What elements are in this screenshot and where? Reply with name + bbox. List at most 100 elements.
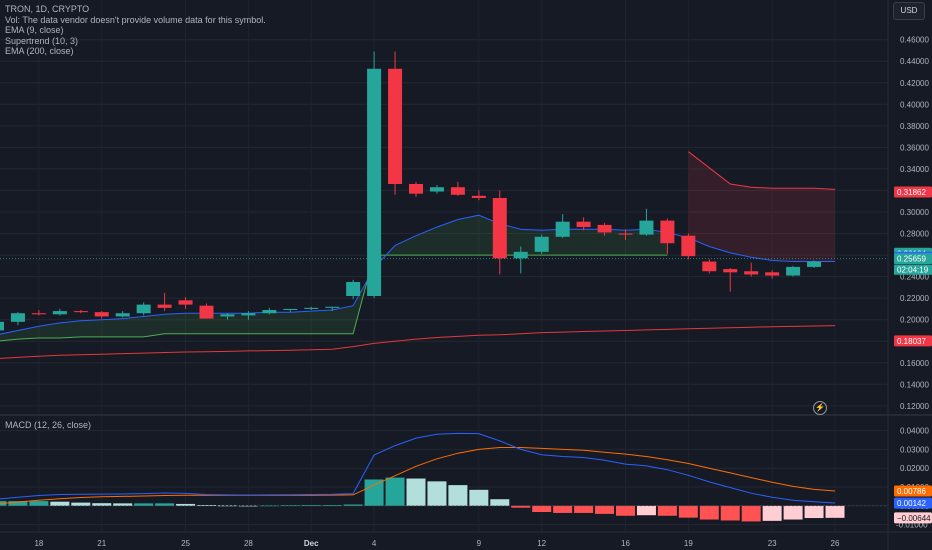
macd-pane <box>0 432 888 522</box>
time-tick-label: 4 <box>372 539 377 548</box>
price-label-bg <box>894 512 932 524</box>
candle-body <box>409 184 423 194</box>
time-tick-label: 25 <box>181 539 190 548</box>
candle-10 <box>199 303 214 319</box>
time-tick-label: 18 <box>34 539 43 548</box>
price-tick-label: 0.12000 <box>900 402 929 411</box>
candle-body <box>52 311 67 315</box>
macd-histogram-bar <box>616 505 635 516</box>
supertrend-down-fill <box>688 151 835 262</box>
ema9-line <box>0 214 835 335</box>
macd-histogram-bar <box>155 503 175 506</box>
candle-13 <box>262 307 277 315</box>
candle-18 <box>367 51 382 299</box>
volume-note: Vol: The data vendor doesn't provide vol… <box>5 14 266 25</box>
candle-2 <box>31 310 46 316</box>
candle-15 <box>304 306 319 310</box>
candle-33 <box>681 233 696 260</box>
candle-body <box>555 221 570 237</box>
price-axis: 0.46000 0.44000 0.42000 0.40000 0.38000 0.360… <box>900 36 929 411</box>
candle-35 <box>723 268 738 292</box>
candle-0 <box>0 321 4 331</box>
macd-histogram-bar <box>134 503 154 506</box>
candle-body <box>450 187 465 195</box>
macd-histogram-bar <box>469 489 489 506</box>
candle-body <box>744 271 759 275</box>
candle-28 <box>576 217 591 231</box>
macd-legend[interactable]: MACD (12, 26, close) <box>5 420 92 430</box>
ema200-line <box>0 325 836 359</box>
chart-legend: TRON, 1D, CRYPTO Vol: The data vendor do… <box>5 4 266 57</box>
macd-histogram-bar <box>699 505 719 520</box>
candle-3 <box>52 308 67 316</box>
macd-tick-label: 0.02000 <box>900 464 929 473</box>
candle-7 <box>136 302 151 316</box>
price-label-bg <box>894 497 932 509</box>
macd-histogram-bar <box>113 503 133 506</box>
macd-histogram-bar <box>364 479 384 506</box>
time-tick-label: Dec <box>304 539 319 548</box>
macd-histogram-bar <box>532 505 552 513</box>
time-tick-label: 26 <box>831 539 840 548</box>
time-tick-label: 21 <box>97 539 106 548</box>
candle-26 <box>534 234 549 254</box>
candle-24 <box>492 190 507 275</box>
price-tick-label: 0.42000 <box>900 79 929 88</box>
candle-9 <box>178 297 193 309</box>
currency-button[interactable]: USD <box>893 2 925 20</box>
macd-histogram-bar <box>741 505 761 522</box>
time-tick-label: 9 <box>477 539 482 548</box>
price-tick-label: 0.46000 <box>900 36 929 45</box>
candle-14 <box>283 308 298 313</box>
candle-body <box>807 261 822 267</box>
macd-histogram-bar <box>406 478 426 506</box>
candle-34 <box>702 259 717 274</box>
price-label-text: 0.18037 <box>897 337 926 346</box>
macd-tick-label: 0.04000 <box>900 427 929 436</box>
countdown-bg <box>894 264 932 275</box>
supertrend-legend[interactable]: Supertrend (10, 3) <box>5 35 79 46</box>
macd-histogram-bar <box>762 505 782 521</box>
candle-32 <box>660 218 675 254</box>
candle-36 <box>744 262 759 277</box>
candle-body <box>31 313 46 315</box>
main-pane <box>0 51 836 359</box>
macd-histogram-bar <box>385 477 405 506</box>
macd-histogram-bar <box>657 505 677 516</box>
price-tick-label: 0.24000 <box>900 273 929 282</box>
ema9-legend[interactable]: EMA (9, close) <box>5 25 64 35</box>
price-tick-label: 0.36000 <box>900 143 929 152</box>
candle-body <box>241 313 256 316</box>
time-tick-label: 12 <box>537 539 546 548</box>
candle-body <box>681 235 696 257</box>
candle-body <box>618 233 633 235</box>
price-tick-label: 0.34000 <box>900 165 929 174</box>
price-tick-label: 0.30000 <box>900 208 929 217</box>
candle-body <box>492 198 507 259</box>
macd-histogram-bar <box>217 505 237 507</box>
price-label-bg <box>894 485 932 497</box>
candle-8 <box>157 292 172 312</box>
candle-body <box>325 306 340 308</box>
candle-29 <box>597 222 612 236</box>
candle-body <box>471 195 486 198</box>
candle-27 <box>555 214 570 238</box>
candle-body <box>283 308 298 310</box>
candle-5 <box>94 311 109 319</box>
macd-histogram-bar <box>678 505 698 518</box>
candle-23 <box>471 190 486 201</box>
candle-body <box>597 224 612 233</box>
candle-body <box>702 261 717 272</box>
candle-39 <box>807 260 822 268</box>
price-tick-label: 0.14000 <box>900 380 929 389</box>
ema200-legend[interactable]: EMA (200, close) <box>5 46 74 56</box>
symbol-title[interactable]: TRON, 1D, CRYPTO <box>5 4 90 14</box>
candle-6 <box>115 311 130 318</box>
price-label-text: 0.00786 <box>897 487 926 496</box>
lightning-icon[interactable]: ⚡ <box>813 401 827 415</box>
macd-histogram-bar <box>574 505 594 513</box>
macd-histogram-bar <box>280 505 300 507</box>
price-label-bg <box>894 335 932 347</box>
price-tick-label: 0.28000 <box>900 230 929 239</box>
